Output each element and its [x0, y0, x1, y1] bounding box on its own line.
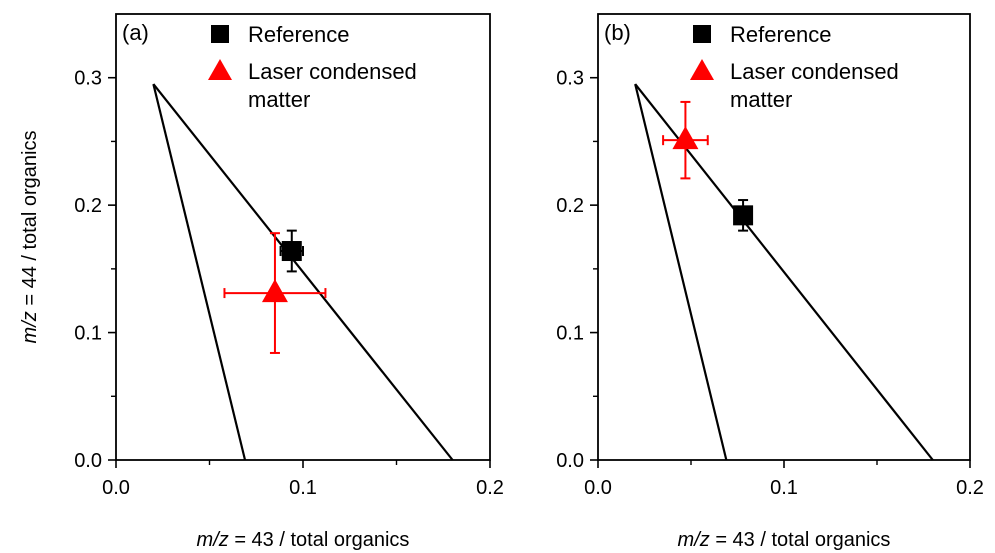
laser-point [672, 126, 699, 150]
y-tick-label: 0.1 [74, 323, 102, 345]
x-tick-label: 0.2 [956, 477, 984, 499]
panel-label: (b) [604, 20, 631, 45]
panel-label: (a) [122, 20, 149, 45]
y-tick-label: 0.2 [74, 195, 102, 217]
x-tick-label: 0.2 [476, 477, 504, 499]
triangle-left-line [152, 83, 247, 461]
legend-label-laser-cont: matter [730, 87, 792, 112]
x-tick-label: 0.1 [770, 477, 798, 499]
y-axis-title: m/z = 44 / total organics [19, 131, 41, 344]
laser-point [261, 279, 288, 303]
reference-point [733, 205, 754, 226]
legend-label-laser: Laser condensed [248, 59, 417, 84]
reference-point [281, 241, 302, 262]
x-tick-label: 0.1 [289, 477, 317, 499]
legend-label-reference: Reference [730, 22, 832, 47]
x-tick-label: 0.0 [584, 477, 612, 499]
legend-triangle-marker [690, 59, 714, 80]
legend-label-laser: Laser condensed [730, 59, 899, 84]
x-axis-title: m/z = 43 / total organics [197, 529, 410, 551]
legend-square-marker [693, 25, 711, 43]
legend-square-marker [211, 25, 229, 43]
x-axis-title: m/z = 43 / total organics [678, 529, 891, 551]
chart-panel-b: 0.0 0.1 0.2 0.0 0.1 0.2 0.3 m/z = 43 / total or… [556, 13, 984, 551]
y-tick-label: 0.3 [556, 68, 584, 90]
legend-label-laser-cont: matter [248, 87, 310, 112]
triangle-left-line [634, 83, 728, 461]
y-tick-label: 0.2 [556, 195, 584, 217]
y-tick-label: 0.1 [556, 323, 584, 345]
legend-label-reference: Reference [248, 22, 350, 47]
chart-panel-a: 0.0 0.1 0.2 0.0 0.1 0.2 0.3 m/z = 43 / total or… [19, 13, 504, 551]
y-tick-label: 0.3 [74, 68, 102, 90]
y-tick-label: 0.0 [556, 450, 584, 472]
y-tick-label: 0.0 [74, 450, 102, 472]
triangle-right-line [152, 83, 454, 461]
legend-triangle-marker [208, 59, 232, 80]
x-tick-label: 0.0 [102, 477, 130, 499]
